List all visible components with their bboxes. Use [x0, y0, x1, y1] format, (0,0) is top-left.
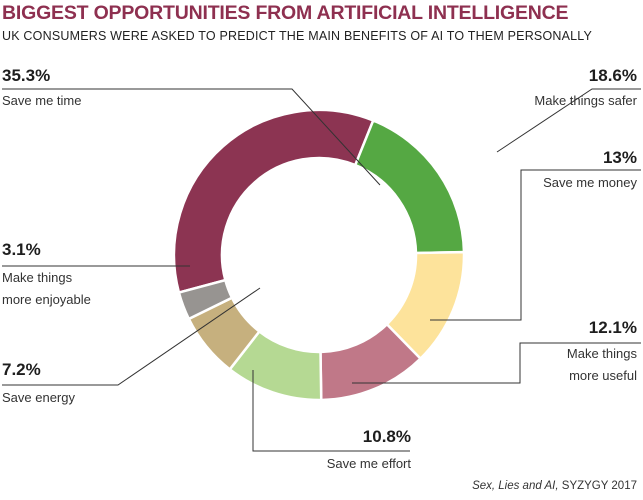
- slice-make-things-safer: [353, 118, 466, 255]
- leader-line-effort: [252, 370, 410, 452]
- category-label-make-things-more-useful-line1: Make things: [566, 346, 637, 361]
- category-label-save-energy: Save energy: [2, 390, 75, 405]
- source-title: Sex, Lies and AI,: [472, 480, 559, 492]
- chart-title: BIGGEST OPPORTUNITIES FROM ARTIFICIAL IN…: [2, 2, 569, 24]
- pct-label-save-me-effort: 10.8%: [362, 427, 411, 446]
- pct-label-make-things-safer: 18.6%: [588, 66, 637, 85]
- leader-line-safer: [496, 88, 641, 153]
- pct-label-make-things-more-useful: 12.1%: [588, 318, 637, 337]
- category-label-make-things-more-useful-line2: more useful: [569, 368, 637, 383]
- category-label-save-me-effort: Save me effort: [326, 456, 411, 471]
- pct-label-save-me-time: 35.3%: [2, 66, 51, 85]
- category-label-make-things-safer: Make things safer: [534, 93, 637, 108]
- donut-slices: [172, 108, 466, 402]
- pct-label-save-me-money: 13%: [602, 148, 637, 167]
- category-label-save-me-time: Save me time: [2, 93, 82, 108]
- leader-lines: [2, 88, 641, 452]
- leader-line-time: [2, 88, 381, 186]
- category-label-make-things-more-enjoyable-line2: more enjoyable: [2, 292, 91, 307]
- leader-line-money: [430, 169, 641, 321]
- chart-subtitle: UK CONSUMERS WERE ASKED TO PREDICT THE M…: [2, 29, 593, 43]
- leader-line-useful: [352, 342, 641, 384]
- source-note: Sex, Lies and AI, SYZYGY 2017: [472, 480, 637, 492]
- pct-label-save-energy: 7.2%: [2, 360, 41, 379]
- slice-make-things-more-enjoyable: [177, 278, 234, 321]
- category-label-make-things-more-enjoyable-line1: Make things: [2, 270, 73, 285]
- slice-save-me-time: [172, 108, 375, 295]
- source-publisher: SYZYGY 2017: [558, 480, 637, 492]
- category-label-save-me-money: Save me money: [543, 175, 637, 190]
- pct-label-make-things-more-enjoyable: 3.1%: [2, 240, 41, 259]
- leader-line-energy: [2, 287, 261, 386]
